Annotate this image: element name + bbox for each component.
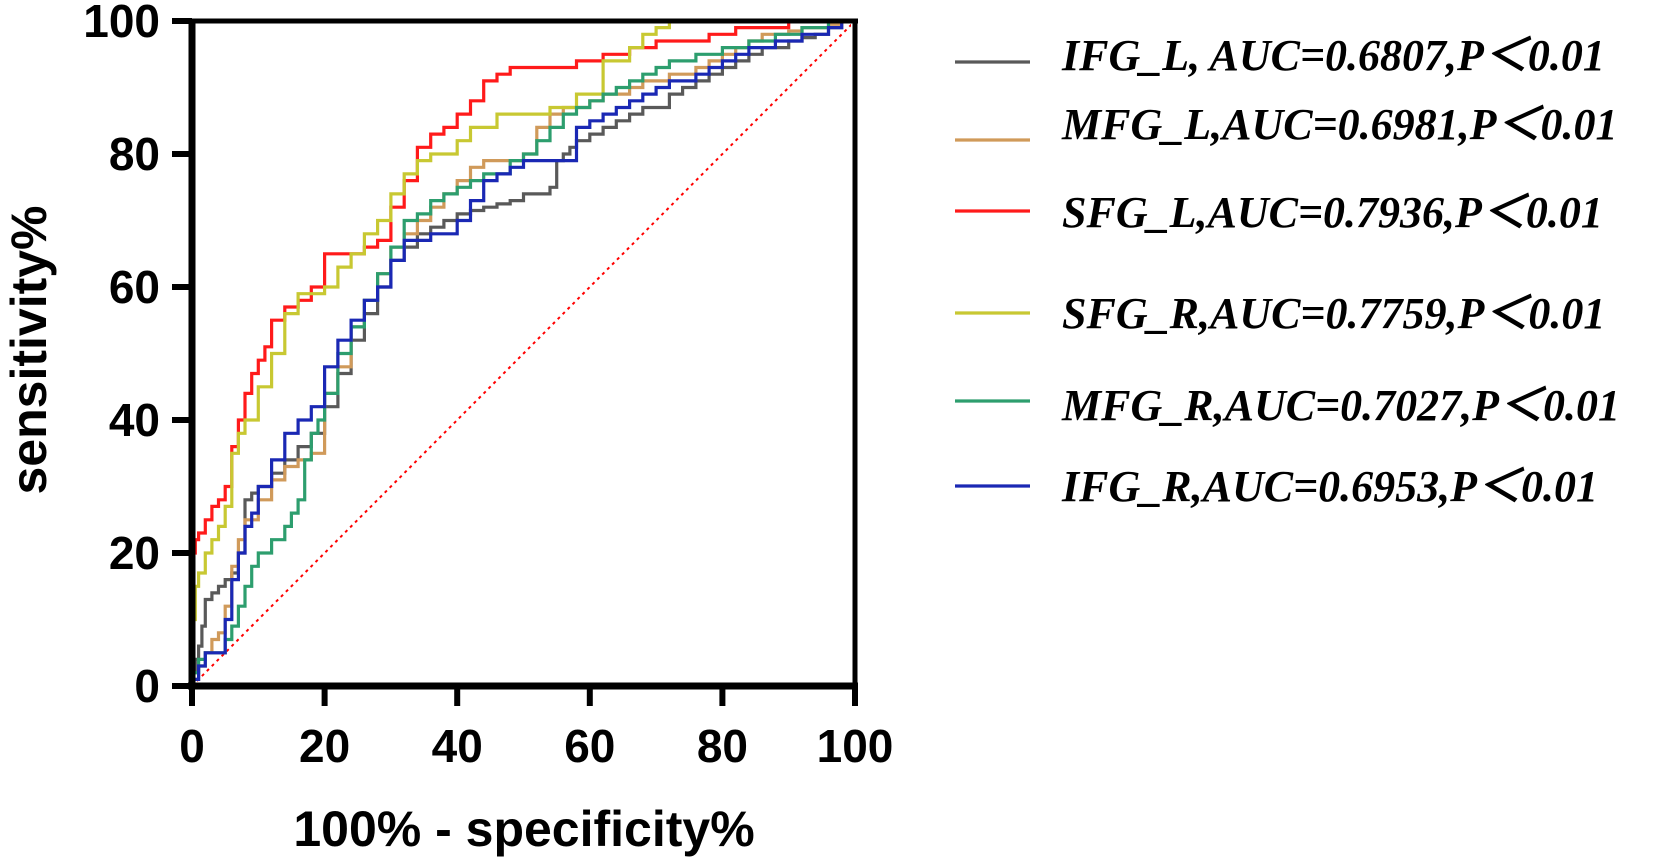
x-tick-label-3: 60 — [564, 720, 615, 772]
x-tick-label-1: 20 — [299, 720, 350, 772]
y-tick-label-3: 60 — [109, 261, 160, 313]
series-line-5 — [190, 20, 851, 685]
x-tick-label-5: 100 — [817, 720, 894, 772]
legend-label-2: SFG_L,AUC=0.7936,P＜0.01 — [1062, 188, 1603, 237]
reference-diagonal-line — [191, 23, 851, 685]
x-tick-label-0: 0 — [179, 720, 205, 772]
x-tick-label-2: 40 — [432, 720, 483, 772]
legend-label-5: IFG_R,AUC=0.6953,P＜0.01 — [1061, 462, 1598, 511]
y-axis-title: sensitivity% — [1, 205, 57, 494]
series-line-3 — [190, 20, 851, 685]
legend-label-1: MFG_L,AUC=0.6981,P＜0.01 — [1061, 100, 1618, 149]
series-line-4 — [190, 20, 851, 685]
y-tick-label-0: 0 — [134, 660, 160, 712]
legend-label-3: SFG_R,AUC=0.7759,P＜0.01 — [1062, 289, 1605, 338]
y-tick-label-5: 100 — [83, 0, 160, 47]
x-axis-title: 100% - specificity% — [293, 801, 754, 857]
legend-label-4: MFG_R,AUC=0.7027,P＜0.01 — [1061, 381, 1620, 430]
legend-label-0: IFG_L, AUC=0.6807,P＜0.01 — [1061, 31, 1605, 80]
series-lines-group — [190, 20, 851, 685]
reference-line-group — [191, 23, 851, 685]
ticks-group: 0 20 40 60 80 100 0 20 40 60 80 100 — [83, 0, 893, 772]
y-tick-label-4: 80 — [109, 128, 160, 180]
x-tick-label-4: 80 — [697, 720, 748, 772]
legend: IFG_L, AUC=0.6807,P＜0.01 MFG_L,AUC=0.6981… — [955, 31, 1620, 511]
y-tick-label-2: 40 — [109, 394, 160, 446]
y-tick-label-1: 20 — [109, 527, 160, 579]
series-line-2 — [190, 20, 851, 685]
